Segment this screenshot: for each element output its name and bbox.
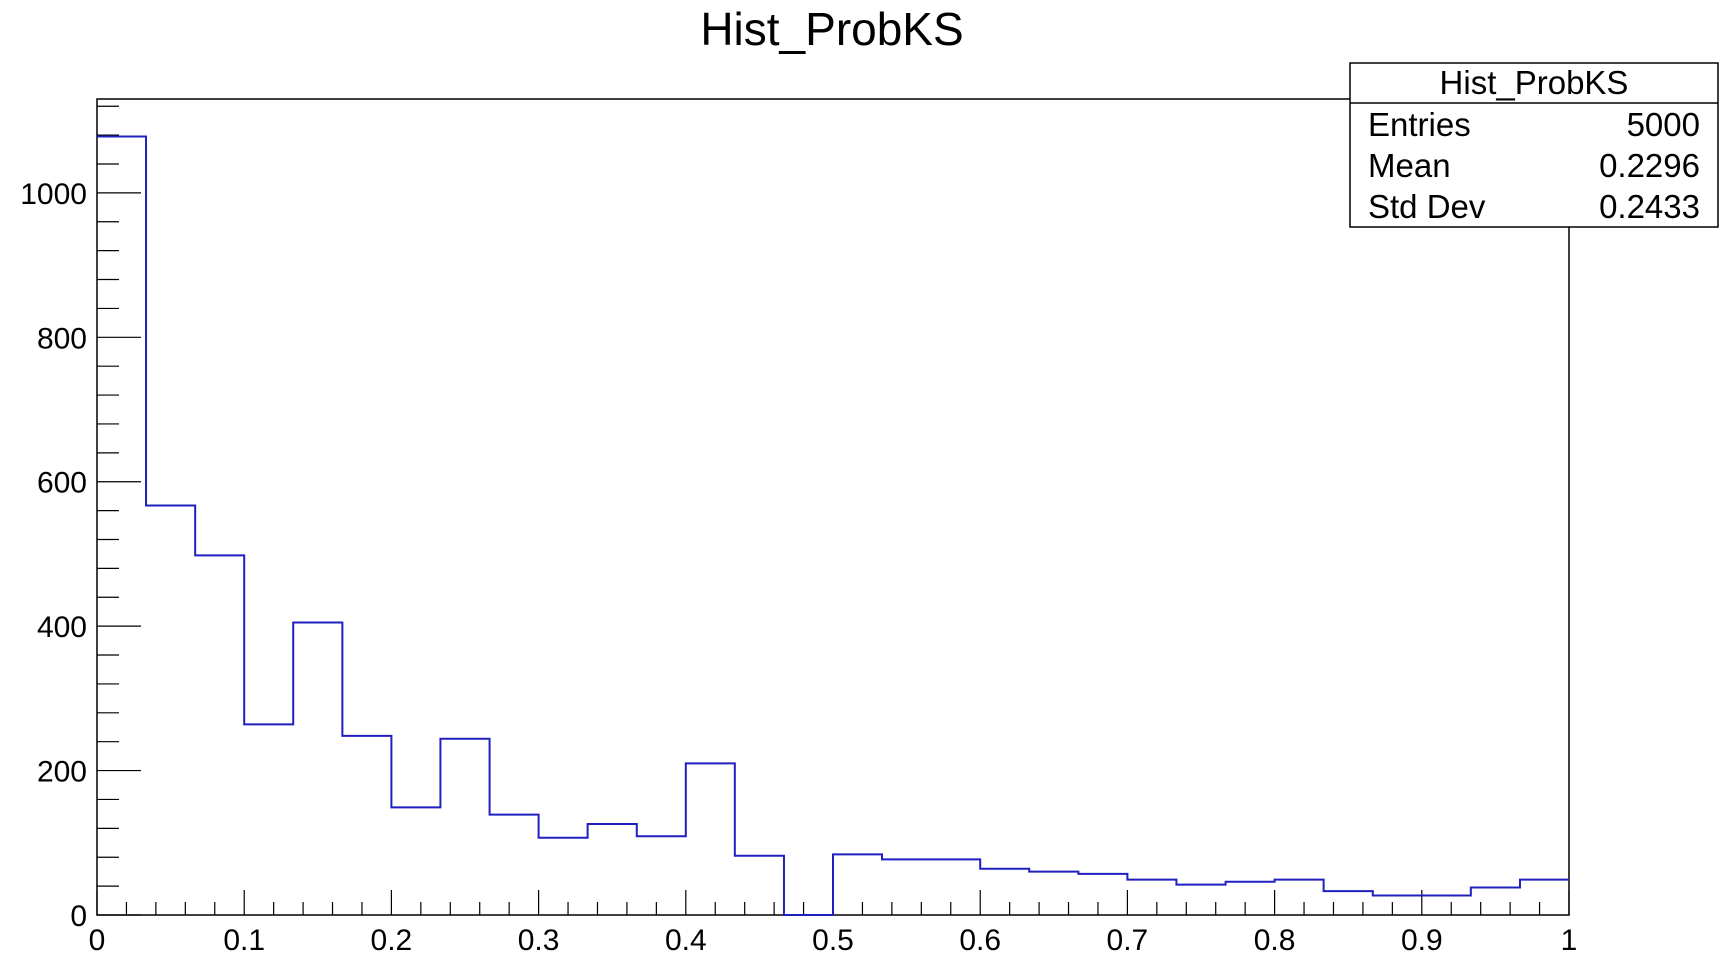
chart-title: Hist_ProbKS <box>700 3 963 55</box>
x-tick-label: 0 <box>89 924 106 953</box>
stats-entries-label: Entries <box>1368 106 1471 143</box>
y-tick-label: 600 <box>37 467 87 500</box>
stats-mean-label: Mean <box>1368 147 1451 184</box>
x-tick-label: 0.9 <box>1401 924 1443 953</box>
y-tick-label: 0 <box>70 900 87 933</box>
y-tick-label: 400 <box>37 611 87 644</box>
histogram-series-line <box>97 135 1569 916</box>
x-tick-label: 0.6 <box>959 924 1001 953</box>
y-axis-ticks: 0 200 400 600 800 1000 <box>20 105 141 933</box>
stats-stddev-label: Std Dev <box>1368 188 1486 225</box>
y-tick-label: 200 <box>37 756 87 789</box>
x-tick-label: 0.2 <box>371 924 413 953</box>
x-tick-label: 0.8 <box>1254 924 1296 953</box>
x-axis-ticks: 0 0.1 0.2 0.3 0.4 0.5 0.6 0.7 0.8 0.9 1 <box>89 890 1578 953</box>
x-tick-label: 1 <box>1561 924 1578 953</box>
x-tick-label: 0.7 <box>1107 924 1149 953</box>
stats-mean-value: 0.2296 <box>1599 147 1700 184</box>
y-tick-label: 1000 <box>20 178 87 211</box>
x-tick-label: 0.1 <box>223 924 265 953</box>
x-tick-label: 0.5 <box>812 924 854 953</box>
x-tick-label: 0.4 <box>665 924 707 953</box>
y-tick-label: 800 <box>37 322 87 355</box>
stats-box-title: Hist_ProbKS <box>1440 64 1629 101</box>
stats-stddev-value: 0.2433 <box>1599 188 1700 225</box>
stats-entries-value: 5000 <box>1627 106 1700 143</box>
stats-box: Hist_ProbKS Entries 5000 Mean 0.2296 Std… <box>1349 62 1719 228</box>
x-tick-label: 0.3 <box>518 924 560 953</box>
plot-frame <box>96 98 1570 916</box>
stats-box-frame <box>1349 62 1719 228</box>
